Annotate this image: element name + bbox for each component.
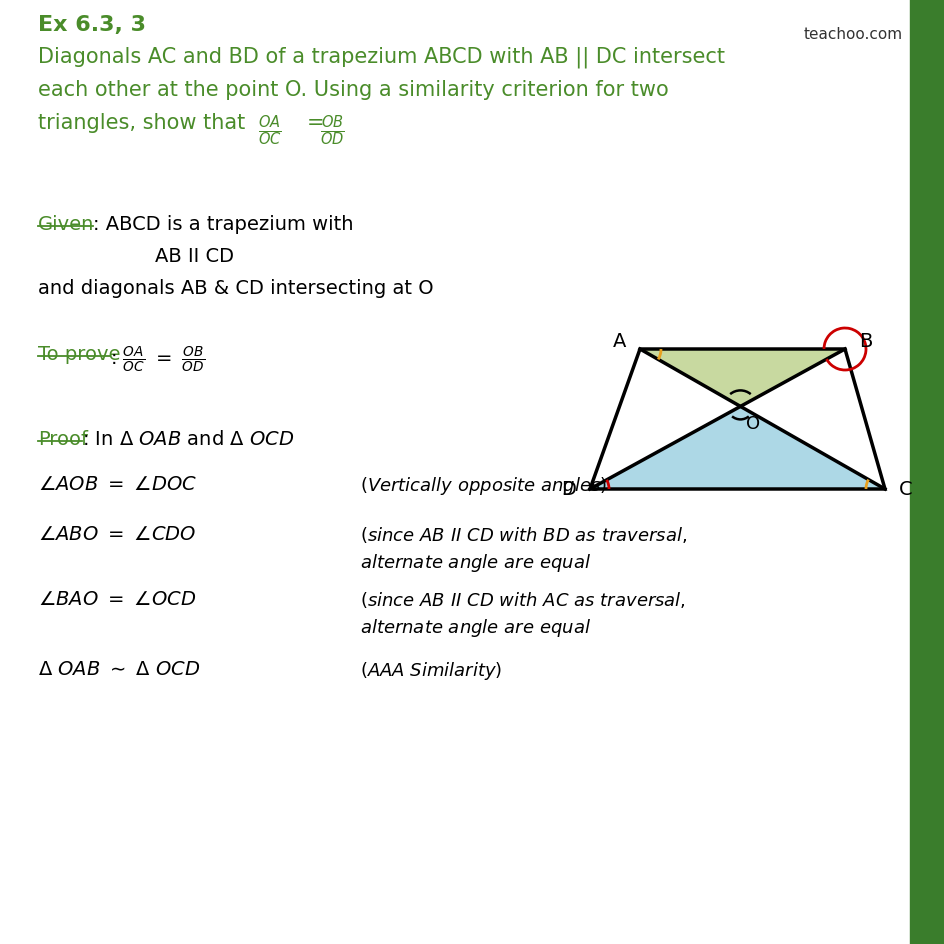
Text: teachoo.com: teachoo.com (803, 27, 902, 42)
Text: O: O (746, 415, 760, 433)
Text: : ABCD is a trapezium with: : ABCD is a trapezium with (93, 215, 353, 234)
Polygon shape (639, 349, 844, 407)
Text: $alternate\ angle\ are\ equal$: $alternate\ angle\ are\ equal$ (360, 616, 590, 638)
Text: $\angle BAO$ $=$ $\angle OCD$: $\angle BAO$ $=$ $\angle OCD$ (38, 589, 196, 608)
Text: and diagonals AB & CD intersecting at O: and diagonals AB & CD intersecting at O (38, 278, 433, 297)
Text: $(since\ AB\ II\ CD\ with\ AC\ as\ traversal,$: $(since\ AB\ II\ CD\ with\ AC\ as\ trave… (360, 589, 685, 610)
Text: triangles, show that: triangles, show that (38, 113, 245, 133)
Text: D: D (561, 480, 576, 499)
Text: C: C (898, 480, 912, 499)
Text: Ex 6.3, 3: Ex 6.3, 3 (38, 15, 145, 35)
Text: A: A (612, 332, 625, 351)
Bar (909, 0, 944, 944)
Text: $\Delta$ $OAB$ $\sim$ $\Delta$ $OCD$: $\Delta$ $OAB$ $\sim$ $\Delta$ $OCD$ (38, 659, 200, 679)
Text: B: B (858, 332, 871, 351)
Text: $(AAA\ Similarity)$: $(AAA\ Similarity)$ (360, 659, 502, 682)
Text: each other at the point O. Using a similarity criterion for two: each other at the point O. Using a simil… (38, 80, 668, 100)
Polygon shape (589, 407, 885, 490)
Text: $=$: $=$ (302, 110, 323, 131)
Text: Diagonals AC and BD of a trapezium ABCD with AB || DC intersect: Diagonals AC and BD of a trapezium ABCD … (38, 47, 724, 68)
Text: $\angle ABO$ $=$ $\angle CDO$: $\angle ABO$ $=$ $\angle CDO$ (38, 525, 196, 544)
Text: $(Vertically\ opposite\ angles)$: $(Vertically\ opposite\ angles)$ (360, 475, 607, 497)
Text: AB II CD: AB II CD (155, 246, 234, 265)
Text: $\frac{OA}{OC}$: $\frac{OA}{OC}$ (258, 113, 281, 147)
Text: Given: Given (38, 215, 94, 234)
Text: $\angle AOB$ $=$ $\angle DOC$: $\angle AOB$ $=$ $\angle DOC$ (38, 475, 197, 494)
Text: $alternate\ angle\ are\ equal$: $alternate\ angle\ are\ equal$ (360, 551, 590, 573)
Text: : $\frac{OA}{OC}$ $=$ $\frac{OB}{OD}$: : $\frac{OA}{OC}$ $=$ $\frac{OB}{OD}$ (110, 345, 205, 375)
Text: $(since\ AB\ II\ CD\ with\ BD\ as\ traversal,$: $(since\ AB\ II\ CD\ with\ BD\ as\ trave… (360, 525, 686, 545)
Text: $\frac{OB}{OD}$: $\frac{OB}{OD}$ (320, 113, 345, 147)
Text: Proof: Proof (38, 430, 88, 448)
Text: To prove: To prove (38, 345, 121, 363)
Text: : In $\Delta$ $OAB$ and $\Delta$ $OCD$: : In $\Delta$ $OAB$ and $\Delta$ $OCD$ (82, 430, 294, 448)
